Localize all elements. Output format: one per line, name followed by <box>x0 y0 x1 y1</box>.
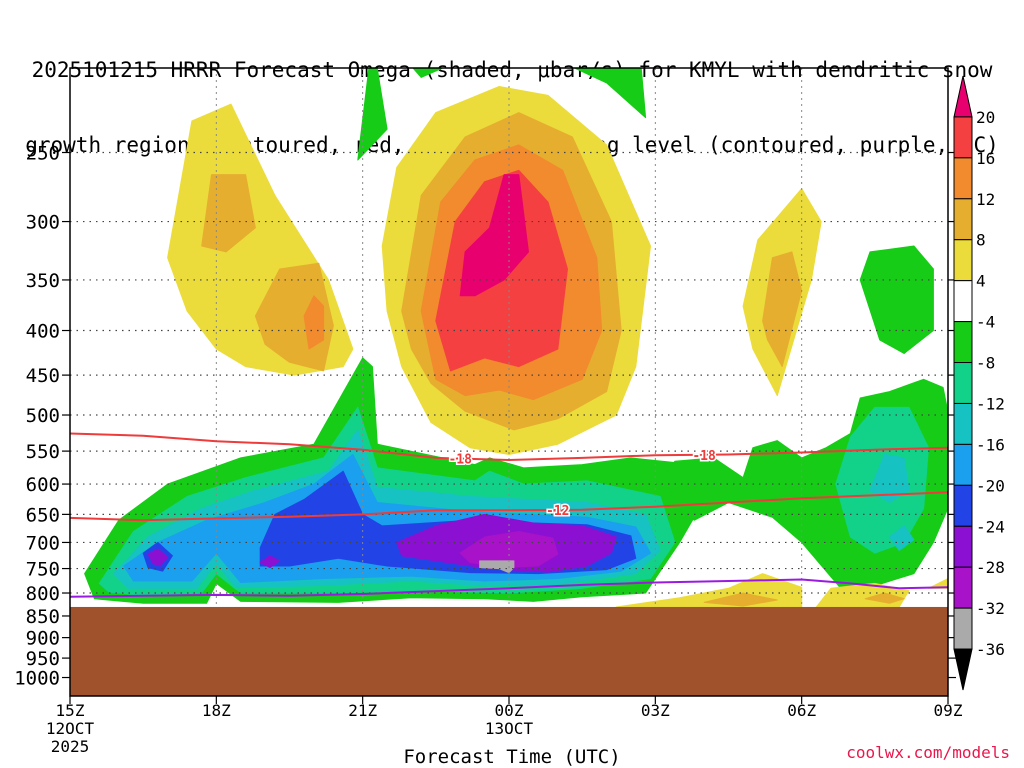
colorbar-top-arrow <box>953 75 973 118</box>
colorbar-label-6: -8 <box>976 354 995 373</box>
contour-label-0-1: -18 <box>692 449 716 464</box>
y-tick-label-1000: 1000 <box>14 668 60 690</box>
omega-region-32 <box>703 592 778 607</box>
colorbar-label-1: 16 <box>976 149 995 168</box>
colorbar-label-8: -16 <box>976 435 1005 454</box>
contour-line-2 <box>70 578 948 598</box>
y-tick-label-350: 350 <box>26 270 60 292</box>
x-tick-label-0-0: 15Z <box>56 701 85 720</box>
colorbar-bottom-arrow <box>953 648 973 691</box>
omega-region-1 <box>201 174 256 253</box>
x-tick-label-6-0: 21Z <box>348 701 377 720</box>
credit-text: coolwx.com/models <box>846 743 1010 762</box>
y-tick-label-550: 550 <box>26 441 60 463</box>
omega-region-3 <box>303 295 325 350</box>
colorbar-swatch-11 <box>953 525 973 568</box>
x-tick-label-9-0: 00Z <box>495 701 524 720</box>
y-tick-label-850: 850 <box>26 606 60 628</box>
omega-region-13 <box>859 245 934 354</box>
colorbar-label-9: -20 <box>976 476 1005 495</box>
colorbar-label-10: -24 <box>976 517 1005 536</box>
contour-label-1-0: -12 <box>546 504 569 519</box>
colorbar-swatch-8 <box>953 402 973 445</box>
y-tick-label-500: 500 <box>26 405 60 427</box>
y-tick-label-900: 900 <box>26 628 60 650</box>
x-tick-label-18-0: 09Z <box>934 701 963 720</box>
omega-region-10 <box>459 174 529 297</box>
contour-line-1 <box>70 491 948 522</box>
colorbar-label-12: -32 <box>976 599 1005 618</box>
colorbar-swatch-7 <box>953 362 973 404</box>
contour-label-0-0: -18 <box>448 453 472 468</box>
colorbar-swatch-6 <box>953 321 973 364</box>
x-axis-label: Forecast Time (UTC) <box>403 746 621 768</box>
colorbar-label-5: -4 <box>976 313 995 332</box>
colorbar-swatch-13 <box>953 607 973 650</box>
colorbar-swatch-12 <box>953 566 973 609</box>
x-tick-label-9-1: 13OCT <box>485 719 534 738</box>
colorbar: 20 16 12 8 4 -4 -8 -12 -16 -20 -24 -28 -32 -36 <box>953 75 1005 691</box>
omega-region-31 <box>928 577 948 589</box>
colorbar-swatch-3 <box>953 198 973 241</box>
contour-labels: -18 -18 -12 <box>447 447 718 520</box>
omega-region-28 <box>889 525 915 551</box>
colorbar-label-11: -28 <box>976 558 1005 577</box>
colorbar-swatch-1 <box>953 116 973 159</box>
terrain-block <box>70 606 948 696</box>
omega-region-5 <box>412 68 647 119</box>
colorbar-label-3: 8 <box>976 231 986 250</box>
y-tick-label-450: 450 <box>26 365 60 387</box>
y-tick-label-750: 750 <box>26 559 60 581</box>
colorbar-swatch-5 <box>953 280 973 323</box>
colorbar-swatch-4 <box>953 239 973 282</box>
omega-region-21 <box>259 555 281 569</box>
y-tick-label-300: 300 <box>26 212 60 234</box>
colorbar-label-2: 12 <box>976 190 995 209</box>
y-tick-label-650: 650 <box>26 504 60 526</box>
colorbar-label-0: 20 <box>976 108 995 127</box>
x-tick-label-0-2: 2025 <box>51 737 90 756</box>
colorbar-label-7: -12 <box>976 394 1005 413</box>
y-tick-label-400: 400 <box>26 321 60 343</box>
y-tick-label-800: 800 <box>26 583 60 605</box>
y-tick-label-600: 600 <box>26 474 60 496</box>
y-tick-label-700: 700 <box>26 532 60 554</box>
x-tick-label-0-1: 12OCT <box>46 719 95 738</box>
omega-region-27 <box>869 454 910 503</box>
omega-region-20 <box>147 548 169 567</box>
x-tick-label-3-0: 18Z <box>202 701 231 720</box>
x-tick-label-12-0: 03Z <box>641 701 670 720</box>
omega-region-4 <box>357 68 388 161</box>
x-tick-label-15-0: 06Z <box>787 701 816 720</box>
colorbar-label-13: -36 <box>976 640 1005 659</box>
contour-line-0 <box>70 432 948 462</box>
contour-lines <box>70 432 948 598</box>
chart-title: 2025101215 HRRR Forecast Omega (shaded, … <box>0 8 1024 183</box>
colorbar-label-4: 4 <box>976 272 986 291</box>
colorbar-swatch-10 <box>953 484 973 527</box>
y-tick-label-950: 950 <box>26 648 60 670</box>
omega-shading <box>84 68 948 608</box>
colorbar-swatch-9 <box>953 443 973 486</box>
omega-region-33 <box>864 592 905 604</box>
y-tick-label-250: 250 <box>26 143 60 165</box>
colorbar-swatch-2 <box>953 157 973 200</box>
